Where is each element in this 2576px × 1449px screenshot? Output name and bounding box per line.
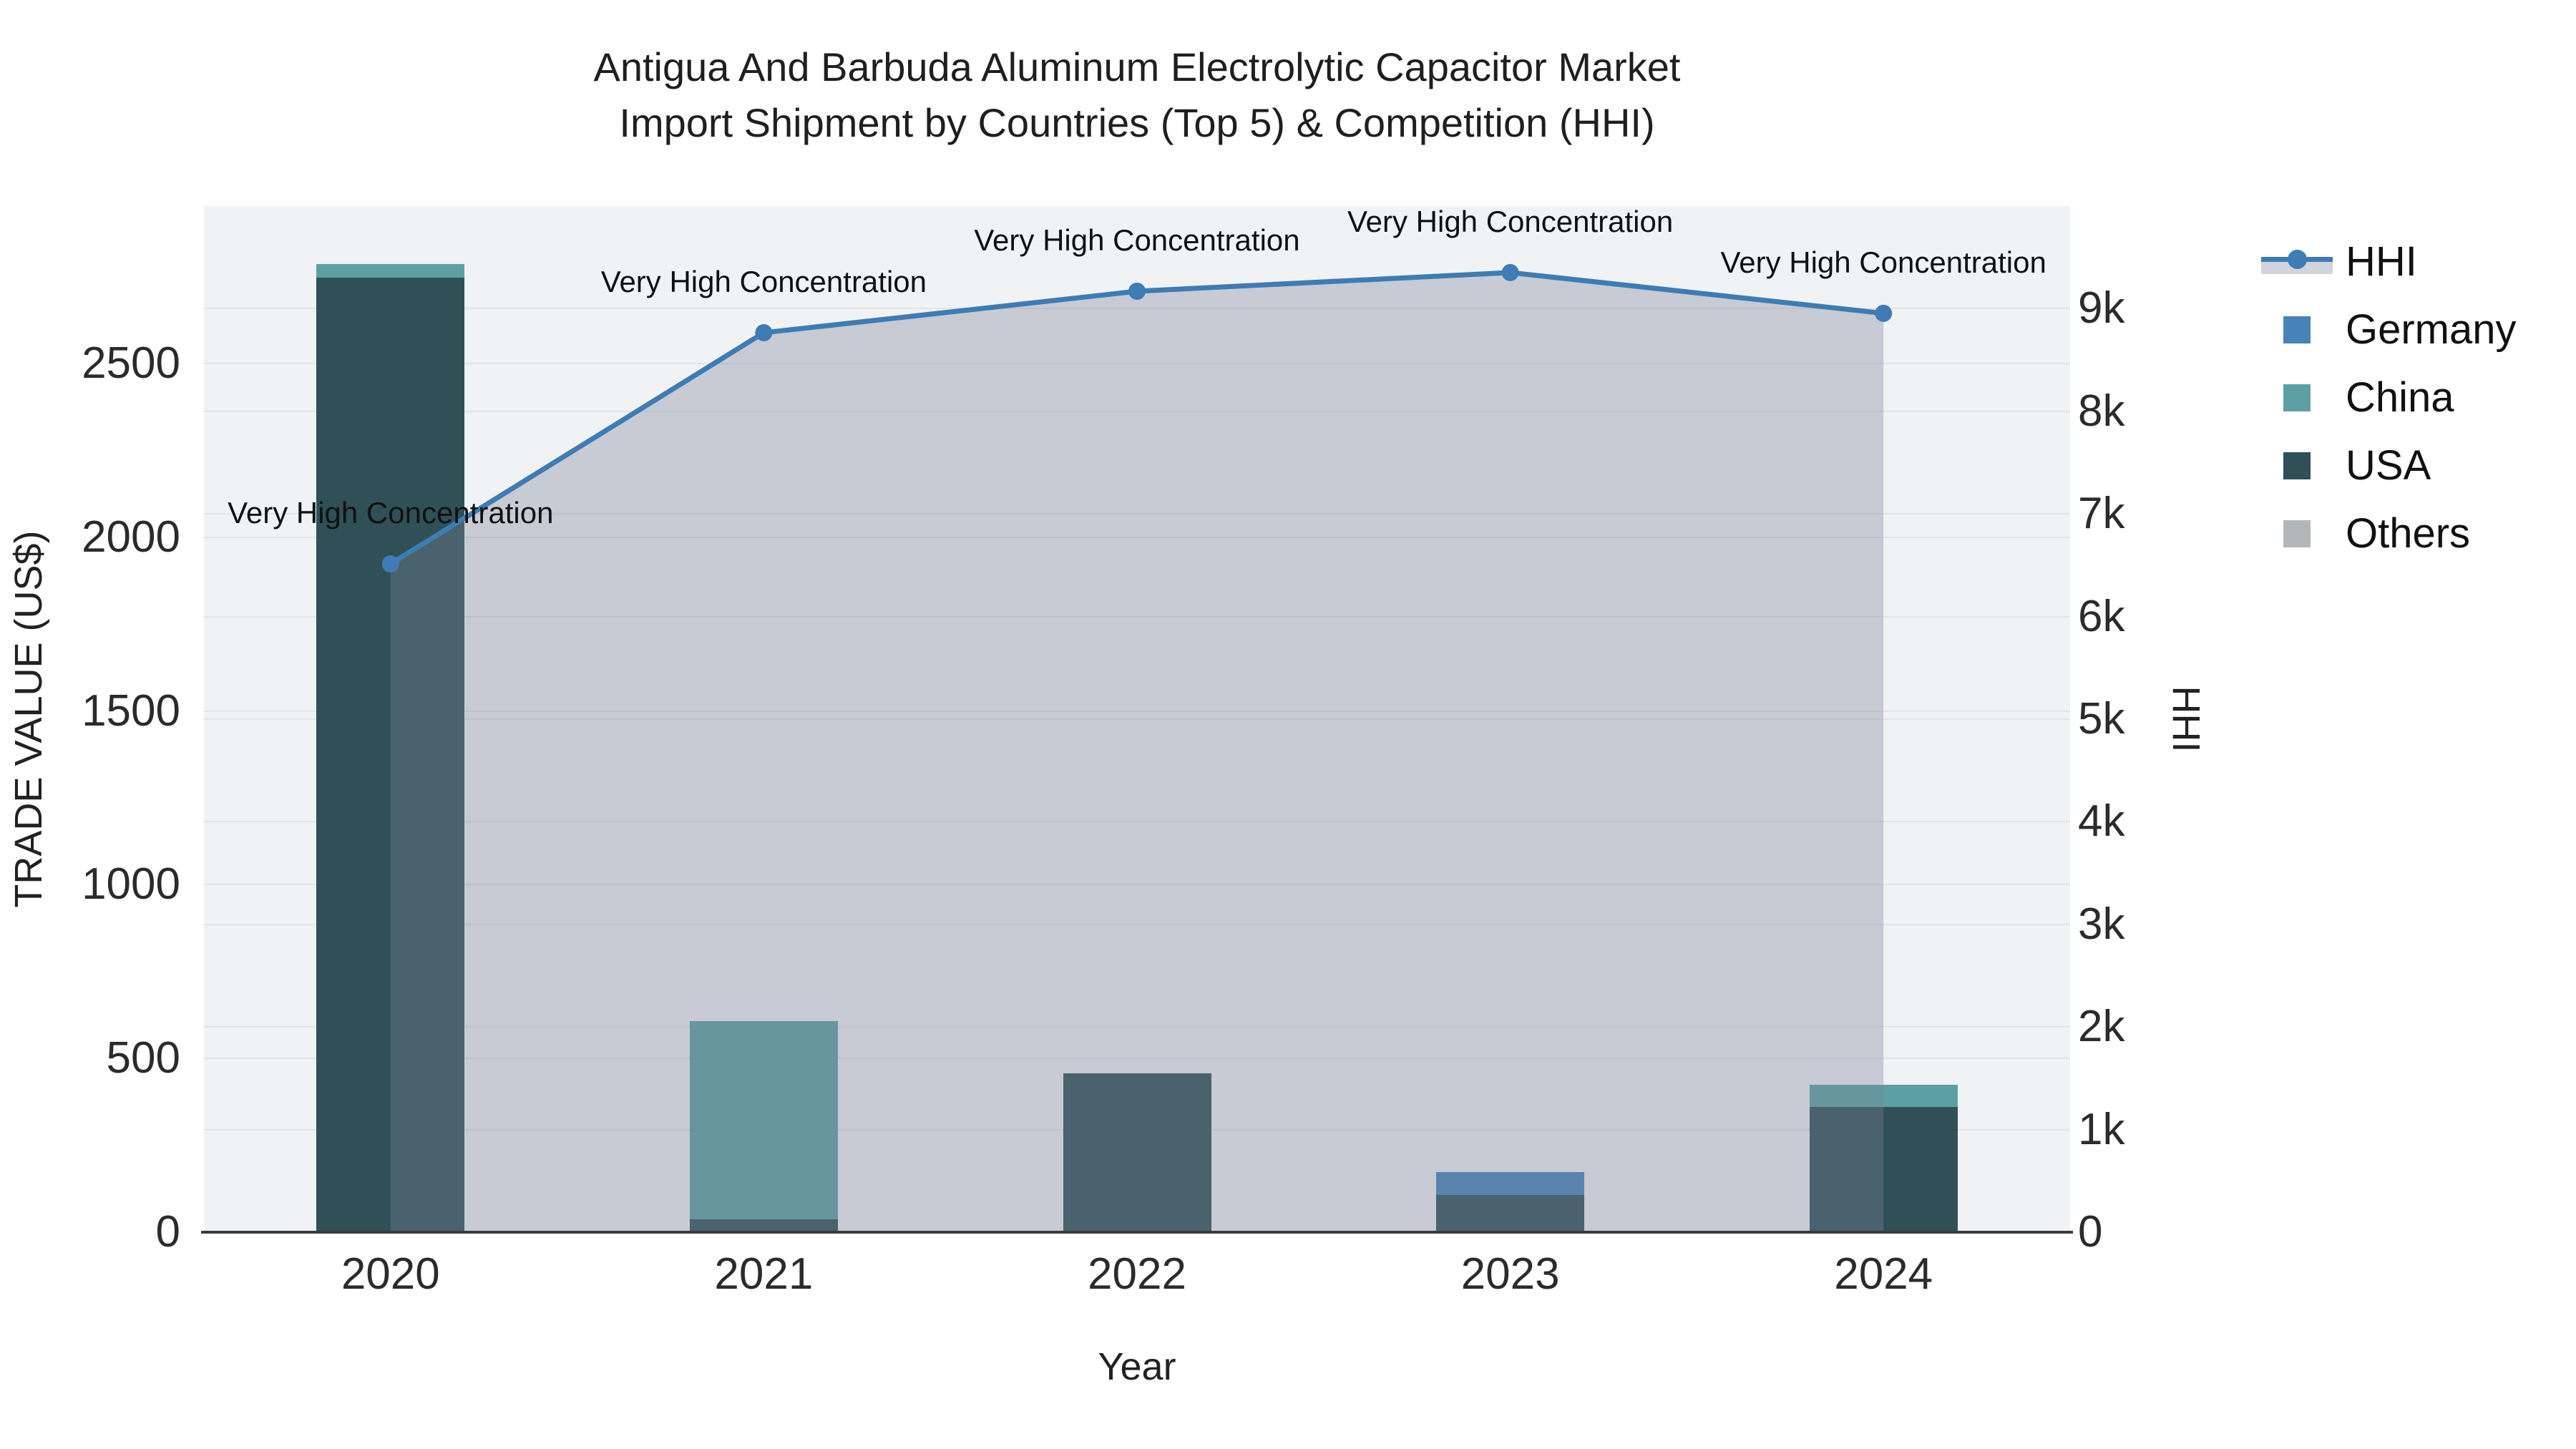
legend-swatch-icon <box>2283 452 2311 479</box>
legend-item-usa[interactable]: USA <box>2260 431 2567 499</box>
legend-label: USA <box>2346 441 2431 489</box>
hhi-marker-2023[interactable] <box>1501 263 1519 281</box>
gridline <box>204 821 2070 823</box>
y-tick-left-1500: 1500 <box>82 686 180 736</box>
bar-segment-usa-2021[interactable] <box>689 1219 838 1232</box>
chart-title: Antigua And Barbuda Aluminum Electrolyti… <box>204 39 2070 151</box>
gridline <box>204 410 2070 412</box>
chart-title-line2: Import Shipment by Countries (Top 5) & C… <box>619 100 1655 145</box>
gridline <box>204 1058 2070 1060</box>
legend-line-sample <box>2260 240 2334 284</box>
gridline <box>204 710 2070 712</box>
bar-segment-usa-2024[interactable] <box>1809 1107 1958 1232</box>
y-axis-title-left: TRADE VALUE (US$) <box>7 530 50 908</box>
annotation-2021: Very High Concentration <box>600 264 927 298</box>
y-tick-left-2000: 2000 <box>82 512 180 562</box>
gridline <box>204 923 2070 925</box>
y-tick-right-5k: 5k <box>2078 694 2125 743</box>
x-tick-2024: 2024 <box>1834 1249 1933 1299</box>
x-tick-2020: 2020 <box>341 1249 440 1299</box>
legend-marker-icon <box>2288 249 2307 269</box>
y-axis-title-right: HHI <box>2165 686 2207 753</box>
y-tick-right-8k: 8k <box>2078 386 2125 436</box>
annotation-2020: Very High Concentration <box>228 496 554 530</box>
legend-swatch-icon <box>2283 384 2311 411</box>
legend-swatch-icon <box>2283 316 2311 343</box>
y-tick-right-1k: 1k <box>2078 1104 2125 1154</box>
y-tick-left-2500: 2500 <box>82 338 180 388</box>
plot-area: Very High Concentration Very High Concent… <box>201 204 2073 1234</box>
legend-swatch <box>2260 376 2334 420</box>
legend-item-china[interactable]: China <box>2260 364 2567 431</box>
legend-label: HHI <box>2346 238 2417 285</box>
hhi-marker-2020[interactable] <box>381 555 399 573</box>
legend-label: Germany <box>2346 306 2517 353</box>
y-tick-right-9k: 9k <box>2078 283 2125 333</box>
legend-item-others[interactable]: Others <box>2260 499 2567 567</box>
legend: HHI Germany China USA Others <box>2260 228 2567 567</box>
legend-item-germany[interactable]: Germany <box>2260 296 2567 364</box>
hhi-marker-2022[interactable] <box>1128 283 1146 301</box>
gridline <box>204 718 2070 720</box>
legend-item-hhi[interactable]: HHI <box>2260 228 2567 296</box>
legend-swatch <box>2260 444 2334 488</box>
x-tick-2023: 2023 <box>1460 1249 1560 1299</box>
y-tick-right-3k: 3k <box>2078 899 2125 949</box>
gridline <box>204 513 2070 515</box>
bar-segment-usa-2020[interactable] <box>316 278 465 1232</box>
legend-swatch <box>2260 512 2334 556</box>
y-tick-right-2k: 2k <box>2078 1002 2125 1052</box>
annotation-2024: Very High Concentration <box>1720 245 2046 279</box>
annotation-2023: Very High Concentration <box>1347 204 1674 238</box>
legend-label: Others <box>2346 509 2471 557</box>
gridline <box>204 536 2070 538</box>
bar-segment-usa-2023[interactable] <box>1436 1195 1585 1232</box>
legend-swatch <box>2260 308 2334 352</box>
x-tick-2021: 2021 <box>714 1249 814 1299</box>
gridline <box>204 615 2070 618</box>
y-tick-left-1000: 1000 <box>82 859 180 909</box>
x-tick-2022: 2022 <box>1088 1249 1186 1299</box>
x-axis-title: Year <box>1098 1345 1176 1388</box>
bar-segment-usa-2022[interactable] <box>1063 1073 1211 1232</box>
bar-segment-germany-2023[interactable] <box>1436 1172 1585 1196</box>
hhi-marker-2021[interactable] <box>755 323 773 341</box>
y-tick-left-500: 500 <box>106 1033 180 1083</box>
y-tick-left-0: 0 <box>155 1207 180 1257</box>
gridline <box>204 1026 2070 1028</box>
bar-segment-china-2021[interactable] <box>689 1021 838 1220</box>
y-tick-right-4k: 4k <box>2078 796 2125 847</box>
y-tick-right-0: 0 <box>2078 1207 2103 1257</box>
bar-segment-china-2020[interactable] <box>316 263 465 278</box>
y-tick-right-7k: 7k <box>2078 489 2125 539</box>
x-axis-line <box>201 1231 2073 1234</box>
hhi-marker-2024[interactable] <box>1875 304 1893 322</box>
bar-segment-china-2024[interactable] <box>1809 1085 1958 1108</box>
gridline <box>204 884 2070 886</box>
hhi-line-layer <box>381 263 1893 1232</box>
chart-title-line1: Antigua And Barbuda Aluminum Electrolyti… <box>593 44 1681 89</box>
gridline <box>204 362 2070 364</box>
legend-swatch-icon <box>2283 519 2311 547</box>
legend-label: China <box>2346 374 2454 421</box>
hhi-area-fill <box>390 272 1884 1232</box>
y-tick-right-6k: 6k <box>2078 591 2125 641</box>
gridline <box>204 308 2070 310</box>
annotation-2022: Very High Concentration <box>974 223 1300 258</box>
